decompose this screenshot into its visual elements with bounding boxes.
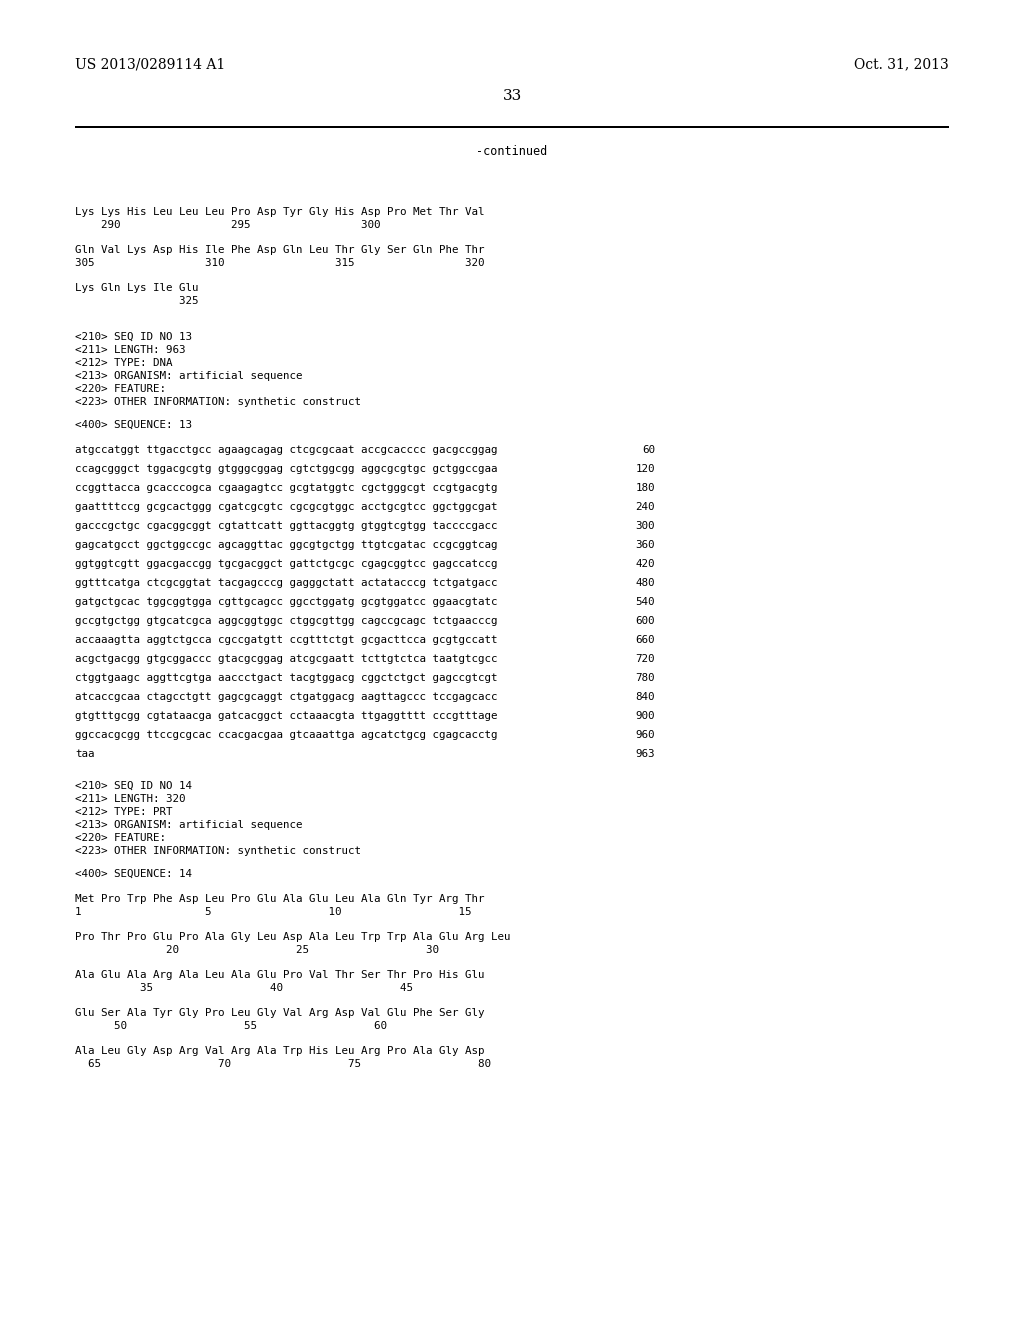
Text: <213> ORGANISM: artificial sequence: <213> ORGANISM: artificial sequence	[75, 371, 302, 381]
Text: accaaagtta aggtctgcca cgccgatgtt ccgtttctgt gcgacttcca gcgtgccatt: accaaagtta aggtctgcca cgccgatgtt ccgtttc…	[75, 635, 498, 645]
Text: <223> OTHER INFORMATION: synthetic construct: <223> OTHER INFORMATION: synthetic const…	[75, 846, 361, 855]
Text: ggtggtcgtt ggacgaccgg tgcgacggct gattctgcgc cgagcggtcc gagccatccg: ggtggtcgtt ggacgaccgg tgcgacggct gattctg…	[75, 558, 498, 569]
Text: Ala Leu Gly Asp Arg Val Arg Ala Trp His Leu Arg Pro Ala Gly Asp: Ala Leu Gly Asp Arg Val Arg Ala Trp His …	[75, 1045, 484, 1056]
Text: 420: 420	[636, 558, 655, 569]
Text: 35                  40                  45: 35 40 45	[75, 983, 413, 993]
Text: <210> SEQ ID NO 13: <210> SEQ ID NO 13	[75, 333, 193, 342]
Text: Met Pro Trp Phe Asp Leu Pro Glu Ala Glu Leu Ala Gln Tyr Arg Thr: Met Pro Trp Phe Asp Leu Pro Glu Ala Glu …	[75, 894, 484, 904]
Text: Glu Ser Ala Tyr Gly Pro Leu Gly Val Arg Asp Val Glu Phe Ser Gly: Glu Ser Ala Tyr Gly Pro Leu Gly Val Arg …	[75, 1008, 484, 1018]
Text: 840: 840	[636, 692, 655, 702]
Text: 660: 660	[636, 635, 655, 645]
Text: 290                 295                 300: 290 295 300	[75, 220, 381, 230]
Text: taa: taa	[75, 748, 94, 759]
Text: <400> SEQUENCE: 14: <400> SEQUENCE: 14	[75, 869, 193, 879]
Text: 33: 33	[503, 88, 521, 103]
Text: 20                  25                  30: 20 25 30	[75, 945, 439, 954]
Text: <223> OTHER INFORMATION: synthetic construct: <223> OTHER INFORMATION: synthetic const…	[75, 397, 361, 407]
Text: 600: 600	[636, 616, 655, 626]
Text: <213> ORGANISM: artificial sequence: <213> ORGANISM: artificial sequence	[75, 820, 302, 830]
Text: 360: 360	[636, 540, 655, 550]
Text: 300: 300	[636, 521, 655, 531]
Text: Gln Val Lys Asp His Ile Phe Asp Gln Leu Thr Gly Ser Gln Phe Thr: Gln Val Lys Asp His Ile Phe Asp Gln Leu …	[75, 246, 484, 255]
Text: acgctgacgg gtgcggaccc gtacgcggag atcgcgaatt tcttgtctca taatgtcgcc: acgctgacgg gtgcggaccc gtacgcggag atcgcga…	[75, 653, 498, 664]
Text: 963: 963	[636, 748, 655, 759]
Text: atgccatggt ttgacctgcc agaagcagag ctcgcgcaat accgcacccc gacgccggag: atgccatggt ttgacctgcc agaagcagag ctcgcgc…	[75, 445, 498, 455]
Text: <211> LENGTH: 963: <211> LENGTH: 963	[75, 345, 185, 355]
Text: 65                  70                  75                  80: 65 70 75 80	[75, 1059, 490, 1069]
Text: Lys Gln Lys Ile Glu: Lys Gln Lys Ile Glu	[75, 282, 199, 293]
Text: <211> LENGTH: 320: <211> LENGTH: 320	[75, 795, 185, 804]
Text: ctggtgaagc aggttcgtga aaccctgact tacgtggacg cggctctgct gagccgtcgt: ctggtgaagc aggttcgtga aaccctgact tacgtgg…	[75, 673, 498, 682]
Text: <212> TYPE: PRT: <212> TYPE: PRT	[75, 807, 172, 817]
Text: US 2013/0289114 A1: US 2013/0289114 A1	[75, 57, 225, 71]
Text: gagcatgcct ggctggccgc agcaggttac ggcgtgctgg ttgtcgatac ccgcggtcag: gagcatgcct ggctggccgc agcaggttac ggcgtgc…	[75, 540, 498, 550]
Text: <212> TYPE: DNA: <212> TYPE: DNA	[75, 358, 172, 368]
Text: 480: 480	[636, 578, 655, 587]
Text: 240: 240	[636, 502, 655, 512]
Text: ccagcgggct tggacgcgtg gtgggcggag cgtctggcgg aggcgcgtgc gctggccgaa: ccagcgggct tggacgcgtg gtgggcggag cgtctgg…	[75, 465, 498, 474]
Text: ggccacgcgg ttccgcgcac ccacgacgaa gtcaaattga agcatctgcg cgagcacctg: ggccacgcgg ttccgcgcac ccacgacgaa gtcaaat…	[75, 730, 498, 741]
Text: ggtttcatga ctcgcggtat tacgagcccg gagggctatt actatacccg tctgatgacc: ggtttcatga ctcgcggtat tacgagcccg gagggct…	[75, 578, 498, 587]
Text: 900: 900	[636, 711, 655, 721]
Text: gaattttccg gcgcactggg cgatcgcgtc cgcgcgtggc acctgcgtcc ggctggcgat: gaattttccg gcgcactggg cgatcgcgtc cgcgcgt…	[75, 502, 498, 512]
Text: gacccgctgc cgacggcggt cgtattcatt ggttacggtg gtggtcgtgg taccccgacc: gacccgctgc cgacggcggt cgtattcatt ggttacg…	[75, 521, 498, 531]
Text: <400> SEQUENCE: 13: <400> SEQUENCE: 13	[75, 420, 193, 430]
Text: 960: 960	[636, 730, 655, 741]
Text: gccgtgctgg gtgcatcgca aggcggtggc ctggcgttgg cagccgcagc tctgaacccg: gccgtgctgg gtgcatcgca aggcggtggc ctggcgt…	[75, 616, 498, 626]
Text: 120: 120	[636, 465, 655, 474]
Text: 780: 780	[636, 673, 655, 682]
Text: -continued: -continued	[476, 145, 548, 158]
Text: ccggttacca gcacccogca cgaagagtcc gcgtatggtc cgctgggcgt ccgtgacgtg: ccggttacca gcacccogca cgaagagtcc gcgtatg…	[75, 483, 498, 492]
Text: 1                   5                  10                  15: 1 5 10 15	[75, 907, 471, 917]
Text: Pro Thr Pro Glu Pro Ala Gly Leu Asp Ala Leu Trp Trp Ala Glu Arg Leu: Pro Thr Pro Glu Pro Ala Gly Leu Asp Ala …	[75, 932, 511, 942]
Text: Ala Glu Ala Arg Ala Leu Ala Glu Pro Val Thr Ser Thr Pro His Glu: Ala Glu Ala Arg Ala Leu Ala Glu Pro Val …	[75, 970, 484, 979]
Text: 540: 540	[636, 597, 655, 607]
Text: <220> FEATURE:: <220> FEATURE:	[75, 384, 166, 393]
Text: <210> SEQ ID NO 14: <210> SEQ ID NO 14	[75, 781, 193, 791]
Text: 180: 180	[636, 483, 655, 492]
Text: gtgtttgcgg cgtataacga gatcacggct cctaaacgta ttgaggtttt cccgtttage: gtgtttgcgg cgtataacga gatcacggct cctaaac…	[75, 711, 498, 721]
Text: Lys Lys His Leu Leu Leu Pro Asp Tyr Gly His Asp Pro Met Thr Val: Lys Lys His Leu Leu Leu Pro Asp Tyr Gly …	[75, 207, 484, 216]
Text: 50                  55                  60: 50 55 60	[75, 1020, 387, 1031]
Text: <220> FEATURE:: <220> FEATURE:	[75, 833, 166, 843]
Text: 60: 60	[642, 445, 655, 455]
Text: 720: 720	[636, 653, 655, 664]
Text: 325: 325	[75, 296, 199, 306]
Text: atcaccgcaa ctagcctgtt gagcgcaggt ctgatggacg aagttagccc tccgagcacc: atcaccgcaa ctagcctgtt gagcgcaggt ctgatgg…	[75, 692, 498, 702]
Text: Oct. 31, 2013: Oct. 31, 2013	[854, 57, 949, 71]
Text: 305                 310                 315                 320: 305 310 315 320	[75, 257, 484, 268]
Text: gatgctgcac tggcggtgga cgttgcagcc ggcctggatg gcgtggatcc ggaacgtatc: gatgctgcac tggcggtgga cgttgcagcc ggcctgg…	[75, 597, 498, 607]
